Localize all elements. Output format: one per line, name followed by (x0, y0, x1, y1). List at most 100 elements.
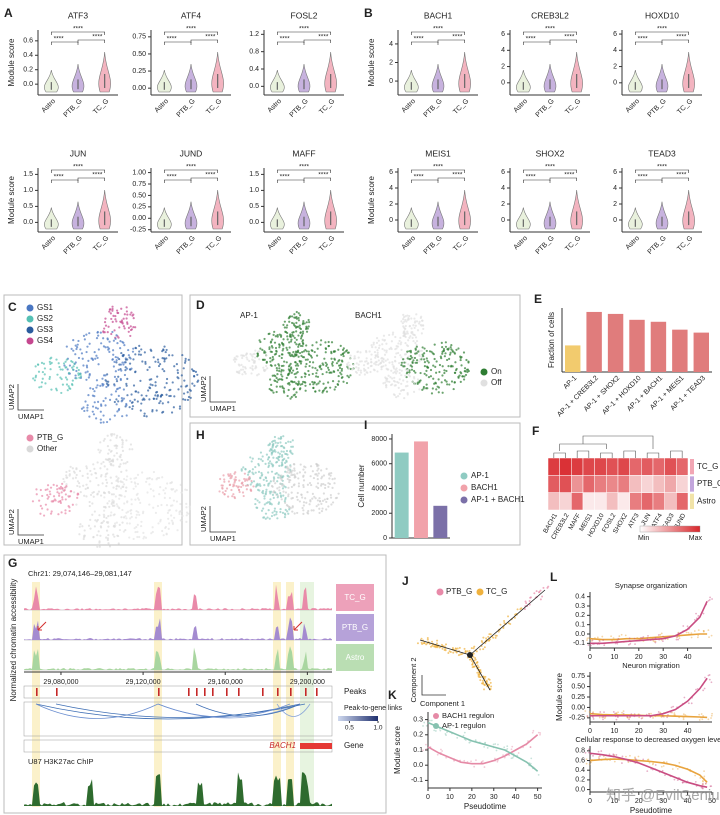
trajectory-dot (502, 626, 505, 629)
trajectory-dot (426, 637, 429, 640)
umap-dot (230, 476, 233, 479)
umap-dot (399, 354, 402, 357)
cell-dot (641, 637, 644, 639)
umap-dot (420, 349, 423, 352)
umap-dot (143, 535, 146, 538)
umap-dot (301, 323, 304, 326)
umap-dot (85, 364, 88, 367)
umap-dot (412, 339, 415, 343)
umap-dot (271, 374, 274, 377)
umap-dot (432, 364, 435, 367)
umap-dot (138, 535, 141, 539)
umap-dot (171, 354, 174, 357)
umap-dot (80, 352, 84, 355)
umap-dot (316, 465, 319, 468)
umap-dot (86, 345, 89, 348)
significance-bracket (635, 169, 689, 173)
umap-dot (287, 469, 290, 472)
cell-dot (687, 631, 690, 634)
cell-dot (675, 636, 678, 639)
cell-dot (590, 761, 593, 764)
cell-dot (483, 766, 486, 768)
umap-dot (259, 340, 262, 344)
subplot-title: Neuron migration (622, 661, 680, 670)
umap-dot (242, 484, 245, 487)
umap-dot (299, 362, 303, 365)
umap-dot (106, 502, 109, 505)
umap-dot (136, 473, 140, 476)
umap-dot (104, 317, 107, 320)
umap-dot (282, 347, 285, 350)
umap-dot (262, 358, 265, 361)
umap-dot (400, 348, 403, 352)
umap-dot (138, 350, 141, 353)
umap-dot (72, 339, 75, 342)
umap-dot (122, 530, 126, 533)
umap-dot (40, 385, 43, 388)
umap-dot (159, 520, 162, 523)
trajectory-dot (535, 590, 538, 593)
significance-label: **** (414, 174, 425, 181)
umap-dot (462, 351, 466, 354)
umap-dot (272, 391, 275, 394)
umap-dot (244, 367, 247, 370)
umap-dot (370, 353, 373, 356)
umap-dot (356, 350, 359, 354)
umap-dot (104, 473, 108, 476)
umap-dot (112, 493, 115, 496)
umap-dot (401, 322, 404, 325)
umap-dot (412, 390, 416, 393)
x-tick-label: 0 (426, 794, 430, 801)
umap-dot (145, 415, 148, 418)
umap-dot (301, 496, 304, 499)
umap-dot (132, 358, 135, 361)
umap-dot (156, 504, 160, 508)
trajectory-dot (539, 598, 542, 601)
umap-dot (97, 348, 100, 351)
umap-dot (238, 364, 241, 367)
umap-dot (41, 494, 44, 498)
umap-dot (433, 343, 436, 346)
umap-dot (101, 384, 104, 387)
umap-dot (370, 360, 373, 364)
umap-dot (423, 358, 426, 361)
umap-dot (299, 383, 302, 386)
y-tick-label: 4 (613, 185, 617, 192)
umap-dot (384, 376, 387, 379)
umap-dot (136, 482, 140, 486)
cell-dot (654, 640, 657, 643)
umap-dot (263, 503, 266, 506)
umap-dot (81, 474, 84, 477)
umap-title: AP-1 (240, 311, 258, 320)
umap-dot (103, 492, 107, 495)
cell-dot (671, 768, 674, 770)
significance-bracket (523, 41, 551, 45)
umap-dot (308, 321, 311, 324)
umap-dot (388, 333, 391, 337)
umap-dot (114, 495, 117, 498)
y-tick-label: 6 (389, 169, 393, 176)
umap-dot (84, 487, 87, 491)
series-line (589, 752, 708, 788)
significance-label: **** (280, 174, 291, 181)
y-tick-label: 4 (501, 185, 505, 192)
umap-dot (318, 500, 322, 503)
umap-dot (281, 455, 284, 458)
umap-dot (149, 383, 152, 386)
y-tick-label: 6 (613, 169, 617, 176)
umap-dot (162, 410, 165, 413)
umap-dot (397, 351, 400, 355)
cell-dot (449, 727, 451, 729)
umap-dot (253, 361, 256, 364)
umap-dot (271, 355, 274, 359)
x-tick-label: 0 (588, 728, 592, 735)
umap-dot (254, 497, 257, 501)
umap-dot (286, 477, 289, 481)
umap-dot (282, 490, 285, 493)
umap-dot (258, 339, 261, 342)
umap-dot (184, 359, 187, 363)
umap-dot (444, 345, 448, 348)
heatmap-cell (559, 492, 572, 511)
umap-dot (124, 528, 127, 532)
umap-dot (83, 529, 86, 532)
